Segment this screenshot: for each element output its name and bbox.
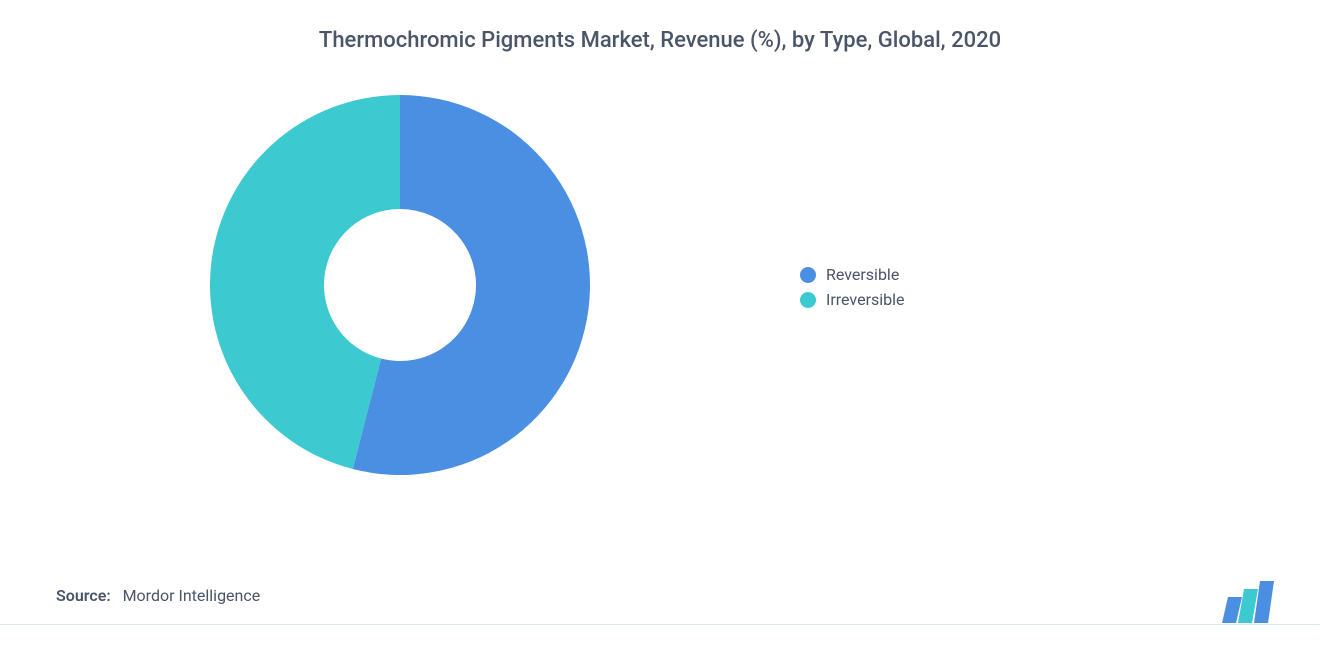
source-label: Source: <box>56 586 111 605</box>
chart-title: Thermochromic Pigments Market, Revenue (… <box>0 0 1320 53</box>
legend-swatch-icon <box>800 292 816 308</box>
brand-logo-icon <box>1218 579 1288 623</box>
legend-swatch-icon <box>800 267 816 283</box>
donut-chart <box>210 95 590 475</box>
chart-legend: Reversible Irreversible <box>800 265 905 315</box>
legend-item-irreversible: Irreversible <box>800 290 905 309</box>
source-attribution: Source: Mordor Intelligence <box>56 586 260 605</box>
legend-item-reversible: Reversible <box>800 265 905 284</box>
legend-label: Irreversible <box>826 290 905 309</box>
source-text: Mordor Intelligence <box>123 586 261 605</box>
donut-chart-container <box>210 95 590 475</box>
source-value <box>115 586 123 605</box>
footer-divider <box>0 624 1320 625</box>
logo-bar-icon <box>1254 581 1274 623</box>
legend-label: Reversible <box>826 265 899 284</box>
